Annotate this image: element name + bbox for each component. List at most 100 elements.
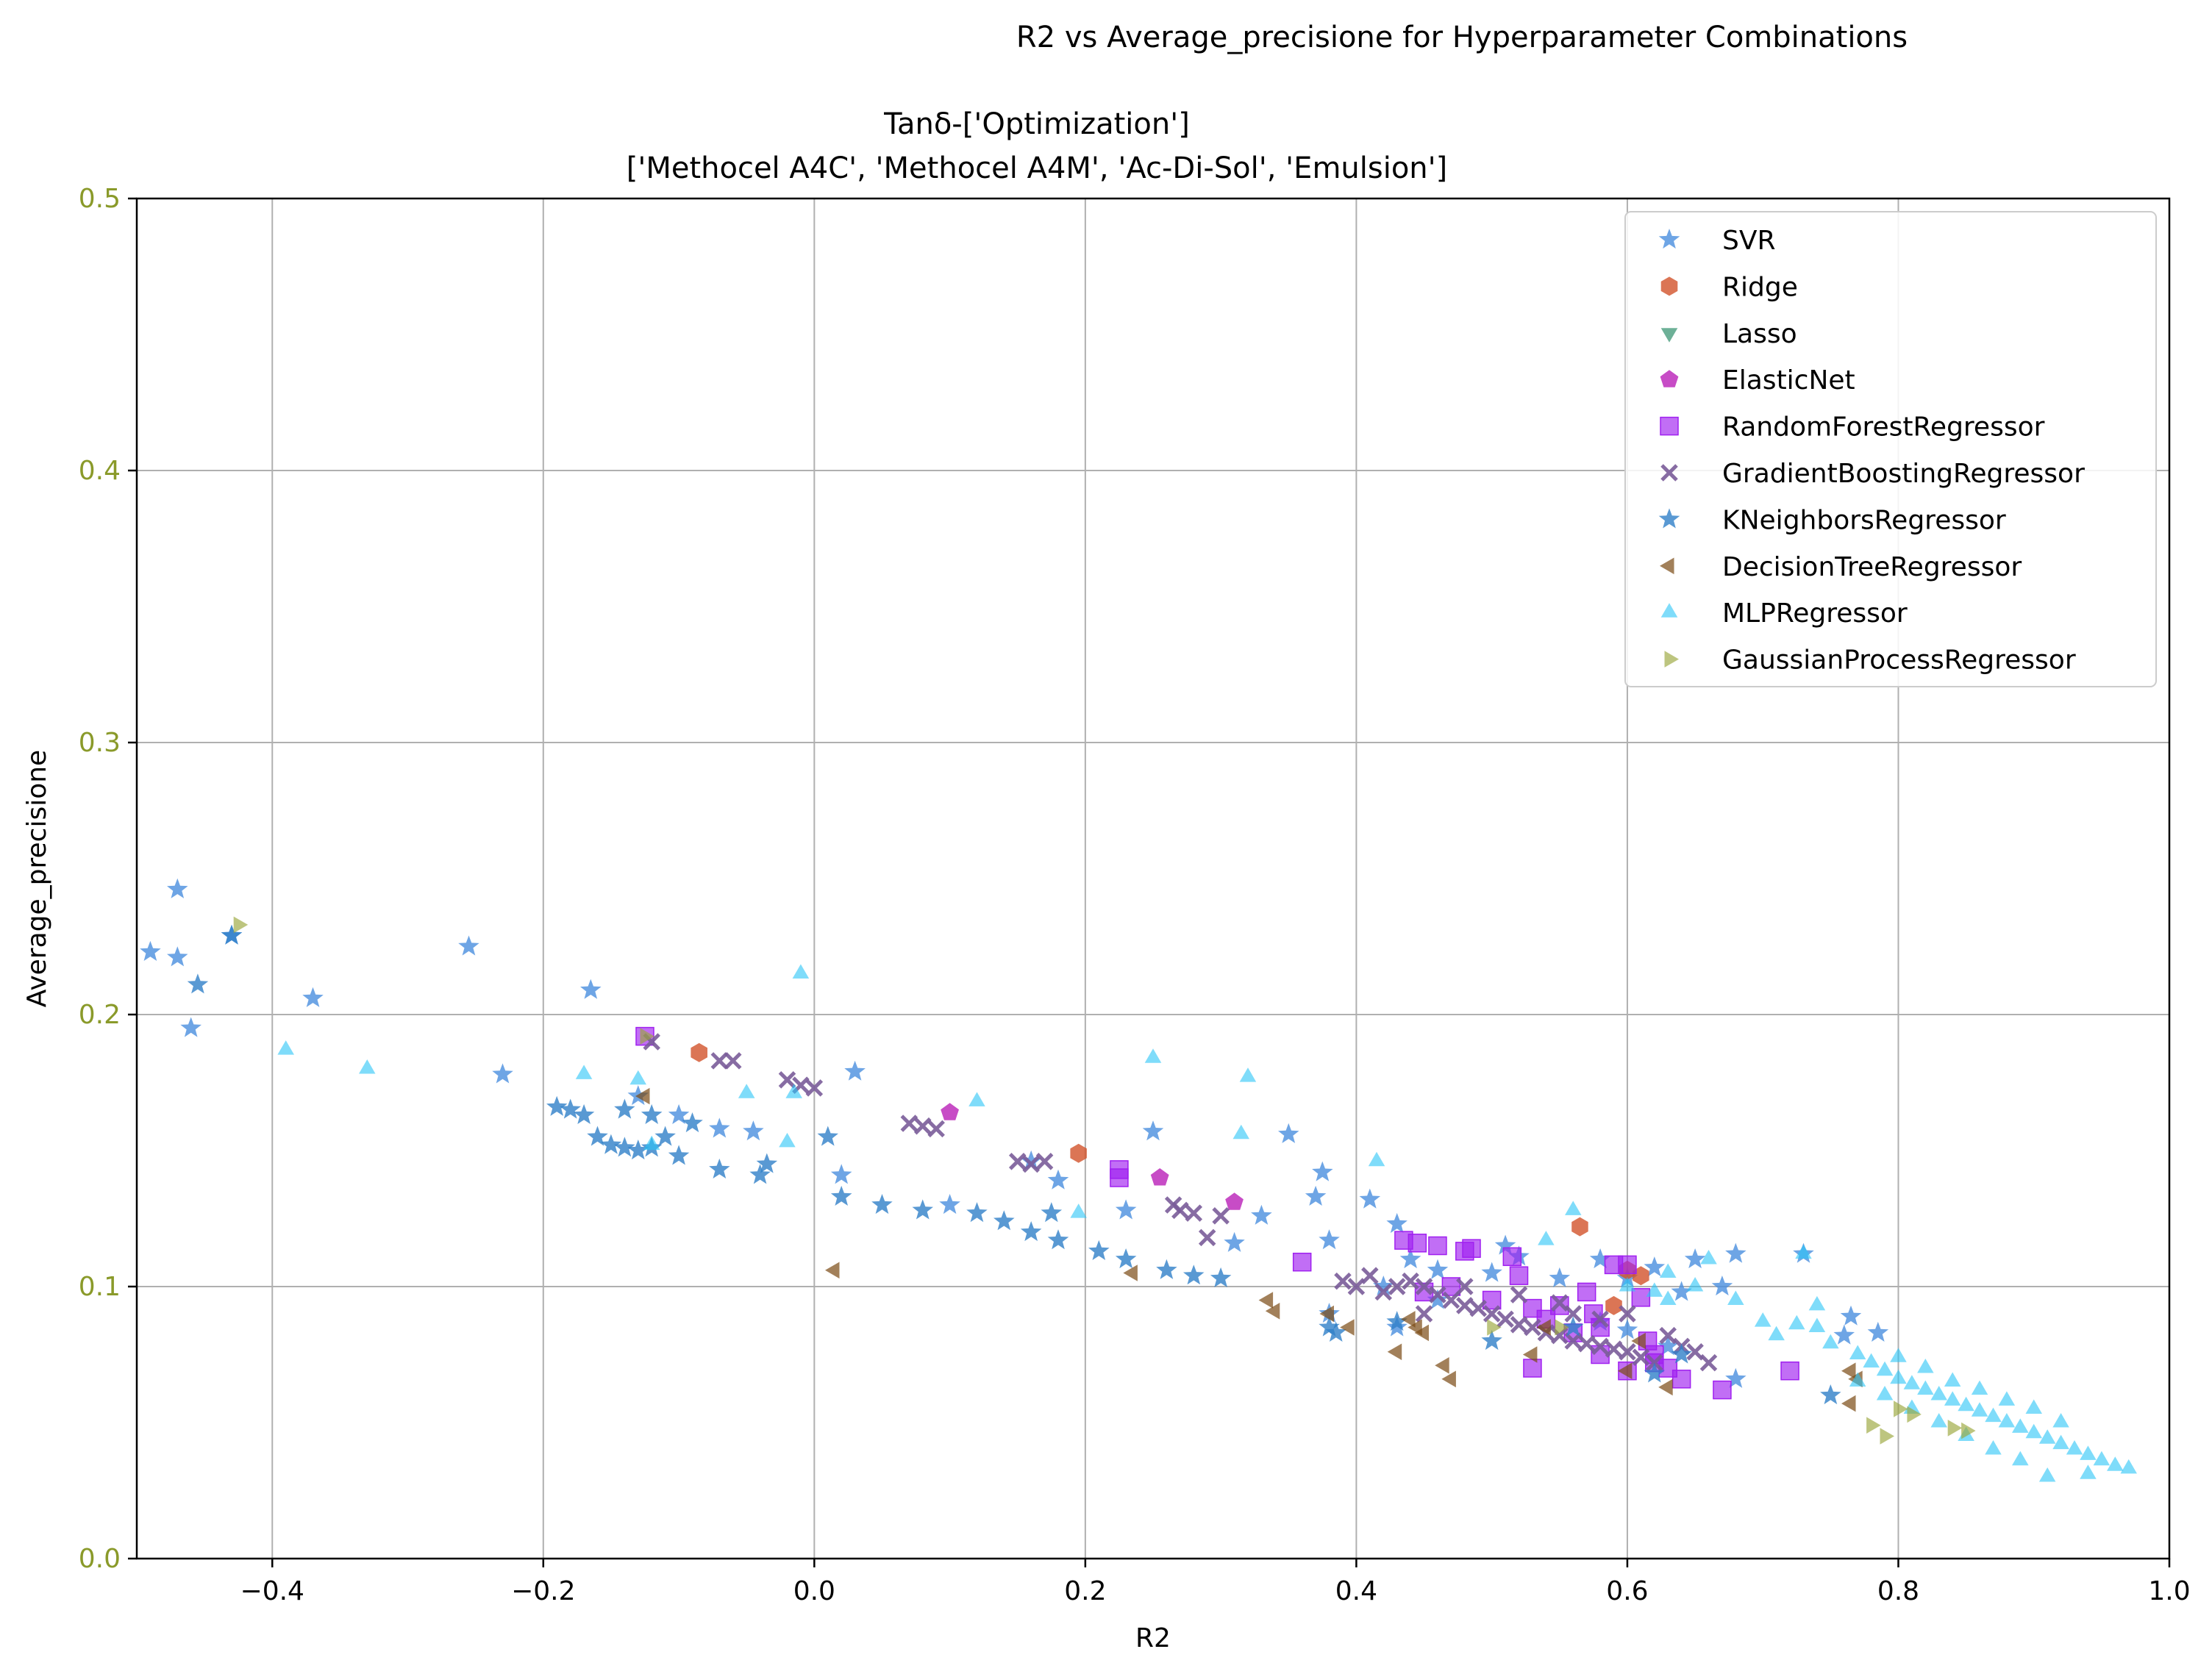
data-point	[778, 1071, 796, 1089]
data-point	[1644, 1256, 1666, 1277]
data-point	[1319, 1229, 1340, 1250]
data-point	[743, 1120, 764, 1141]
data-point	[792, 964, 810, 979]
data-point	[1171, 1201, 1189, 1220]
data-point	[1631, 1332, 1646, 1350]
data-point	[1142, 1120, 1164, 1141]
data-point	[2038, 1429, 2056, 1444]
legend-marker	[1660, 276, 1678, 296]
data-point	[749, 1164, 771, 1184]
data-point	[1442, 1291, 1460, 1309]
data-point	[1386, 1311, 1408, 1331]
data-point	[710, 1052, 729, 1070]
data-point	[640, 1028, 654, 1045]
data-point	[167, 946, 188, 967]
data-point	[1985, 1407, 2002, 1423]
data-point	[1657, 1335, 1679, 1356]
data-point	[1115, 1248, 1137, 1269]
data-point	[1510, 1316, 1528, 1334]
data-point	[1373, 1276, 1394, 1296]
data-point	[1536, 1319, 1551, 1336]
data-point	[1481, 1330, 1502, 1351]
data-point	[1020, 1221, 1042, 1242]
data-point	[1408, 1234, 1427, 1253]
data-point	[1632, 1348, 1650, 1366]
data-point	[1502, 1247, 1522, 1267]
data-point	[1481, 1262, 1502, 1282]
data-point	[575, 1065, 593, 1079]
data-point	[2052, 1434, 2069, 1450]
data-point	[1070, 1143, 1087, 1163]
data-point	[1150, 1168, 1169, 1186]
data-point	[580, 979, 602, 999]
data-point	[1359, 1188, 1381, 1209]
legend-marker	[1664, 651, 1679, 668]
data-point	[830, 1185, 852, 1206]
data-point	[1998, 1391, 2016, 1406]
x-tick-label: 0.8	[1877, 1576, 1919, 1606]
data-point	[830, 1164, 852, 1184]
series-kneighborsregressor	[187, 924, 1841, 1405]
legend-box	[1624, 211, 2157, 687]
data-point	[1509, 1266, 1529, 1285]
data-point	[1427, 1289, 1449, 1309]
data-point	[1876, 1361, 1894, 1376]
data-point	[1483, 1305, 1501, 1323]
data-point	[1415, 1278, 1433, 1295]
data-point	[1808, 1295, 1826, 1311]
data-point	[939, 1194, 960, 1215]
legend-label: SVR	[1722, 226, 1776, 256]
data-point	[1876, 1386, 1894, 1401]
series-elasticnet	[941, 1103, 1244, 1210]
data-point	[1022, 1155, 1040, 1173]
data-point	[1947, 1420, 1963, 1437]
data-point	[1660, 1263, 1677, 1278]
data-point	[1907, 1406, 1922, 1423]
data-point	[1251, 1204, 1272, 1225]
data-point	[825, 1262, 840, 1279]
data-point	[1123, 1265, 1138, 1281]
data-point	[1930, 1386, 1947, 1401]
x-axis-ticks: −0.4 −0.2 0.0 0.2 0.4 0.6 0.8 1.0	[240, 1559, 2191, 1606]
data-point	[1115, 1199, 1137, 1220]
data-point	[1725, 1367, 1747, 1388]
data-point	[756, 1153, 778, 1173]
data-point	[2066, 1440, 2083, 1455]
data-point	[1833, 1324, 1855, 1345]
data-point	[1903, 1375, 1921, 1389]
x-axis-label: R2	[1135, 1623, 1171, 1653]
data-point	[1820, 1384, 1841, 1405]
data-point	[1944, 1372, 1961, 1387]
data-point	[1880, 1428, 1894, 1445]
data-point	[1088, 1240, 1110, 1260]
data-point	[1795, 1244, 1812, 1259]
data-point	[277, 1040, 294, 1055]
data-point	[1633, 1266, 1649, 1286]
data-point	[1646, 1282, 1663, 1297]
legend-marker	[1660, 464, 1678, 482]
data-point	[1510, 1286, 1528, 1303]
legend-label: KNeighborsRegressor	[1722, 505, 2006, 535]
data-point	[1399, 1248, 1421, 1269]
data-point	[1754, 1312, 1772, 1327]
data-point	[668, 1145, 690, 1165]
data-point	[1849, 1372, 1866, 1387]
data-point	[1368, 1151, 1385, 1167]
legend-marker	[1660, 370, 1679, 387]
data-point	[1961, 1422, 1976, 1439]
data-point	[724, 1052, 742, 1070]
data-point	[1971, 1380, 1988, 1395]
data-point	[1435, 1357, 1449, 1374]
data-point	[1658, 1378, 1673, 1396]
data-point	[1232, 1124, 1249, 1140]
legend-entries: SVR Ridge Lasso ElasticNet RandomForestRegre…	[1658, 226, 2085, 676]
data-point	[1894, 1401, 1908, 1417]
data-point	[1319, 1316, 1340, 1337]
data-point	[709, 1158, 730, 1178]
data-point	[1713, 1380, 1732, 1400]
data-point	[1866, 1417, 1881, 1434]
data-point	[1387, 1343, 1402, 1361]
data-point	[1198, 1228, 1216, 1247]
data-point	[1618, 1255, 1637, 1275]
data-point	[1156, 1259, 1177, 1279]
